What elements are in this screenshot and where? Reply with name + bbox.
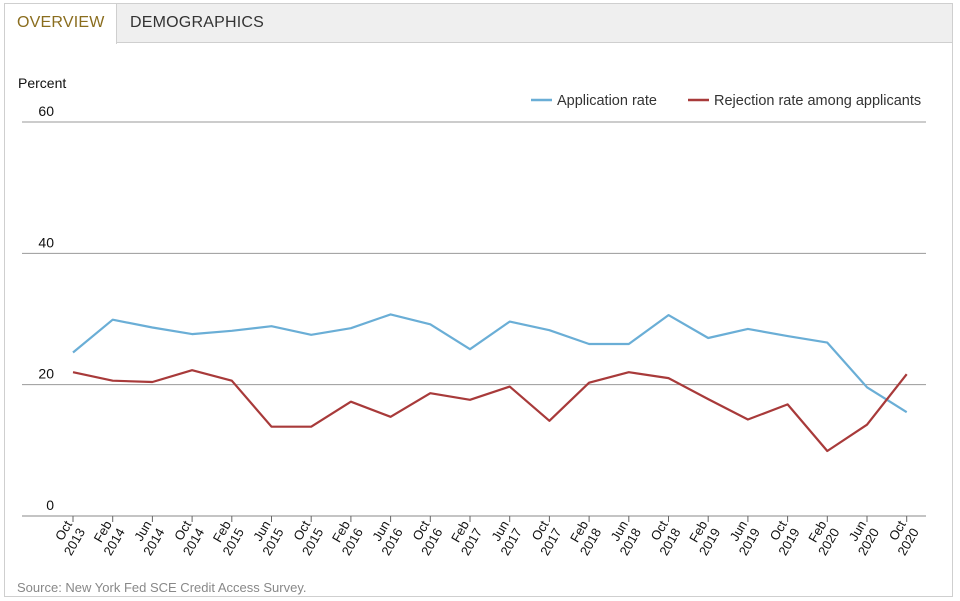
- application-point[interactable]: [388, 311, 394, 317]
- application-point[interactable]: [904, 409, 910, 415]
- application-point[interactable]: [626, 341, 632, 347]
- legend-label-application[interactable]: Application rate: [557, 93, 657, 109]
- application-point[interactable]: [229, 328, 235, 334]
- application-point[interactable]: [348, 325, 354, 331]
- application-point[interactable]: [824, 340, 830, 346]
- application-point[interactable]: [705, 335, 711, 341]
- application-point[interactable]: [745, 326, 751, 332]
- rejection-point[interactable]: [348, 399, 354, 405]
- legend: Application rate Rejection rate among ap…: [531, 93, 921, 109]
- application-point[interactable]: [507, 319, 513, 325]
- application-point[interactable]: [189, 331, 195, 337]
- rejection-point[interactable]: [189, 367, 195, 373]
- y-tick-label: 60: [38, 103, 54, 119]
- rejection-point[interactable]: [785, 401, 791, 407]
- rejection-point[interactable]: [467, 397, 473, 403]
- series-lines: [70, 311, 910, 454]
- rejection-point[interactable]: [269, 424, 275, 430]
- application-point[interactable]: [785, 333, 791, 339]
- y-grid: 0 20 40 60: [22, 103, 926, 517]
- rejection-point[interactable]: [546, 418, 552, 424]
- series-line-application[interactable]: [72, 313, 908, 414]
- series-line-rejection[interactable]: [72, 369, 908, 453]
- rejection-point[interactable]: [864, 422, 870, 428]
- application-point[interactable]: [546, 327, 552, 333]
- legend-label-rejection[interactable]: Rejection rate among applicants: [714, 93, 921, 109]
- rejection-point[interactable]: [626, 369, 632, 375]
- y-tick-label: 20: [38, 366, 54, 382]
- rejection-point[interactable]: [427, 390, 433, 396]
- chart-panel: OVERVIEW DEMOGRAPHICS: [4, 3, 953, 597]
- application-point[interactable]: [269, 323, 275, 329]
- application-point[interactable]: [666, 312, 672, 318]
- rejection-point[interactable]: [388, 414, 394, 420]
- rejection-point[interactable]: [904, 371, 910, 377]
- application-point[interactable]: [467, 346, 473, 352]
- application-point[interactable]: [864, 384, 870, 390]
- y-axis-label: Percent: [18, 75, 66, 91]
- tab-demographics[interactable]: DEMOGRAPHICS: [130, 14, 264, 31]
- rejection-point[interactable]: [229, 378, 235, 384]
- tab-bar: OVERVIEW DEMOGRAPHICS: [5, 4, 952, 44]
- rejection-point[interactable]: [745, 416, 751, 422]
- rejection-point[interactable]: [149, 379, 155, 385]
- rejection-point[interactable]: [705, 396, 711, 402]
- application-point[interactable]: [308, 332, 314, 338]
- rejection-point[interactable]: [110, 378, 116, 384]
- application-point[interactable]: [427, 321, 433, 327]
- application-point[interactable]: [110, 317, 116, 323]
- rejection-point[interactable]: [507, 384, 513, 390]
- application-point[interactable]: [149, 325, 155, 331]
- rejection-point[interactable]: [70, 369, 76, 375]
- application-point[interactable]: [586, 341, 592, 347]
- application-point[interactable]: [70, 349, 76, 355]
- rejection-point[interactable]: [666, 375, 672, 381]
- rejection-point[interactable]: [824, 448, 830, 454]
- source-note: Source: New York Fed SCE Credit Access S…: [17, 580, 307, 595]
- y-tick-label: 40: [38, 234, 54, 250]
- rejection-point[interactable]: [586, 380, 592, 386]
- rejection-point[interactable]: [308, 424, 314, 430]
- y-tick-label: 0: [46, 497, 54, 513]
- tab-overview[interactable]: OVERVIEW: [5, 4, 117, 44]
